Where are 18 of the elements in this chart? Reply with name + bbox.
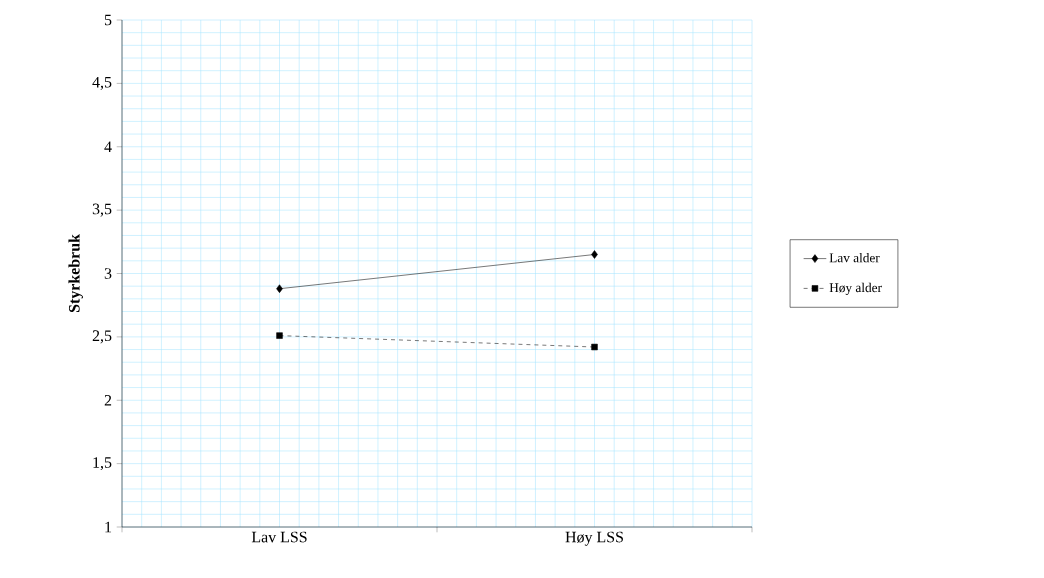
x-tick-label: Høy LSS [565, 531, 623, 546]
y-tick-label: 1,5 [93, 457, 112, 471]
y-tick-label: 4 [104, 141, 112, 152]
legend-label: Høy alder [829, 282, 882, 295]
point [276, 332, 283, 339]
y-tick-label: 3,5 [92, 203, 112, 217]
x-tick-label: Lav LSS [251, 531, 307, 543]
y-tick-label: 2 [104, 394, 112, 406]
legend-label: Lav alder [829, 252, 880, 263]
point [276, 284, 283, 293]
y-tick-label: 1 [105, 521, 112, 533]
y-axis-title: Styrkebruk [68, 234, 83, 313]
y-tick-label: 2,5 [92, 330, 112, 344]
point [591, 343, 598, 351]
y-tick-label: 4,5 [92, 76, 112, 90]
point [591, 250, 598, 259]
y-tick-label: 5 [104, 14, 112, 26]
y-tick-label: 3 [104, 268, 112, 279]
